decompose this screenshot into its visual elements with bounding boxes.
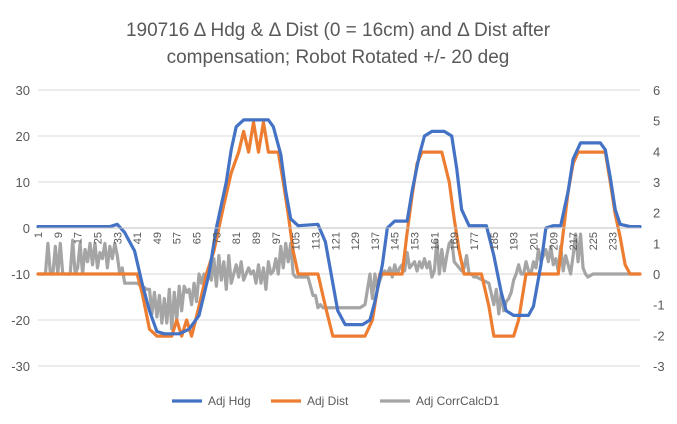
x-tick-label: 185	[489, 232, 501, 250]
x-tick-label: 193	[509, 232, 521, 250]
x-tick-label: 169	[449, 232, 461, 250]
x-tick-label: 225	[588, 232, 600, 250]
y-right-tick-label: -3	[653, 359, 665, 374]
x-tick-label: 129	[350, 232, 362, 250]
y-right-tick-label: 3	[653, 175, 660, 190]
x-tick-label: 137	[370, 232, 382, 250]
x-tick-label: 9	[53, 232, 65, 238]
series-lines	[36, 118, 642, 338]
x-tick-label: 81	[231, 232, 243, 244]
y-left-tick-label: -20	[11, 313, 30, 328]
y-left-tick-label: -30	[11, 359, 30, 374]
y-left-tick-label: -10	[11, 267, 30, 282]
x-tick-label: 201	[529, 232, 541, 250]
y-right-tick-label: 4	[653, 144, 660, 159]
x-tick-label: 25	[93, 232, 105, 244]
y-left-tick-label: 20	[16, 129, 30, 144]
series-line-adj-corrcalcd1	[36, 232, 642, 331]
x-tick-label: 57	[172, 232, 184, 244]
x-tick-label: 33	[112, 232, 124, 244]
chart-title-line2: compensation; Robot Rotated +/- 20 deg	[167, 47, 510, 68]
x-tick-label: 73	[211, 232, 223, 244]
x-tick-label: 97	[271, 232, 283, 244]
y-right-tick-label: 1	[653, 236, 660, 251]
y-right-tick-label: 2	[653, 206, 660, 221]
y-right-tick-label: -1	[653, 298, 665, 313]
x-tick-label: 1	[33, 232, 45, 238]
x-axis-ticks: 1 9 17 25 33 41 49 57 65 73 81 89 97 105 113 121 129 137 1…	[33, 232, 620, 250]
legend-label: Adj Dist	[307, 394, 349, 408]
y-right-tick-label: 0	[653, 267, 660, 282]
x-tick-label: 177	[469, 232, 481, 250]
legend: Adj Hdg Adj Dist Adj CorrCalcD1	[172, 394, 500, 408]
chart-title-line1: 190716 Δ Hdg & Δ Dist (0 = 16cm) and Δ D…	[126, 20, 551, 41]
y-right-tick-label: 6	[653, 83, 660, 98]
x-tick-label: 121	[330, 232, 342, 250]
x-tick-label: 153	[410, 232, 422, 250]
y-axis-left-ticks: -30 -20 -10 0 10 20 30	[11, 83, 30, 374]
y-left-tick-label: 0	[23, 221, 30, 236]
x-tick-label: 145	[390, 232, 402, 250]
x-tick-label: 217	[568, 232, 580, 250]
x-tick-label: 233	[608, 232, 620, 250]
y-right-tick-label: -2	[653, 328, 665, 343]
x-tick-label: 161	[429, 232, 441, 250]
x-tick-label: 65	[192, 232, 204, 244]
y-axis-right-ticks: -3 -2 -1 0 1 2 3 4 5 6	[653, 83, 665, 374]
x-tick-label: 209	[548, 232, 560, 250]
legend-label: Adj CorrCalcD1	[416, 394, 500, 408]
x-tick-label: 17	[73, 232, 85, 244]
x-tick-label: 49	[152, 232, 164, 244]
x-tick-label: 113	[311, 232, 323, 250]
y-left-tick-label: 10	[16, 175, 30, 190]
x-tick-label: 41	[132, 232, 144, 244]
series-line-adj-dist	[36, 120, 642, 338]
series-line-adj-hdg	[36, 118, 642, 336]
y-right-tick-label: 5	[653, 114, 660, 129]
y-left-tick-label: 30	[16, 83, 30, 98]
legend-label: Adj Hdg	[208, 394, 251, 408]
x-tick-label: 89	[251, 232, 263, 244]
x-tick-label: 105	[291, 232, 303, 250]
